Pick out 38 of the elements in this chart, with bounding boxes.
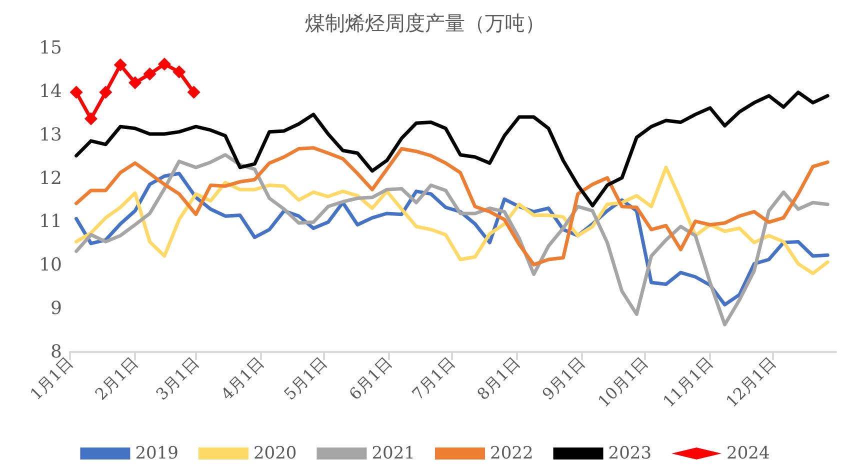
point [99,86,112,99]
line-series [74,90,830,208]
x-tick-label: 4月1日 [217,353,268,404]
x-tick-label: 9月1日 [538,353,589,404]
y-tick-label: 11 [39,211,62,232]
x-tick-label: 2月1日 [91,353,142,404]
y-tick-label: 12 [39,168,62,189]
legend-label: 2022 [490,444,534,464]
y-tick-label: 14 [39,80,62,102]
point [128,76,142,90]
legend-label: 2019 [135,444,178,464]
line-series [74,166,830,276]
chart-title: 煤制烯烃周度产量（万吨） [305,11,545,35]
point [143,68,156,81]
y-tick-label: 15 [39,38,62,58]
x-tick-label: 7月1日 [408,353,459,404]
y-tick-label: 9 [50,298,62,320]
legend-label: 2023 [608,444,652,464]
point [114,58,127,72]
x-tick-label: 10月1日 [594,353,652,411]
point [84,112,98,126]
x-tick-label: 12月1日 [722,353,780,411]
y-tick-label: 13 [39,124,62,146]
x-tick-label: 3月1日 [152,353,203,404]
x-tick-label: 5月1日 [280,353,331,404]
x-tick-label: 8月1日 [473,353,524,404]
point [187,86,200,99]
point [70,86,83,99]
point [158,58,171,71]
line-series [74,146,830,266]
x-tick-label: 11月1日 [659,353,717,411]
x-tick-label: 6月1日 [345,353,396,404]
y-tick-label: 10 [39,254,62,276]
point [172,65,186,78]
legend-label: 2020 [253,444,297,464]
legend-label: 2024 [726,444,770,464]
line-series [74,153,830,326]
legend-label: 2021 [372,444,415,464]
